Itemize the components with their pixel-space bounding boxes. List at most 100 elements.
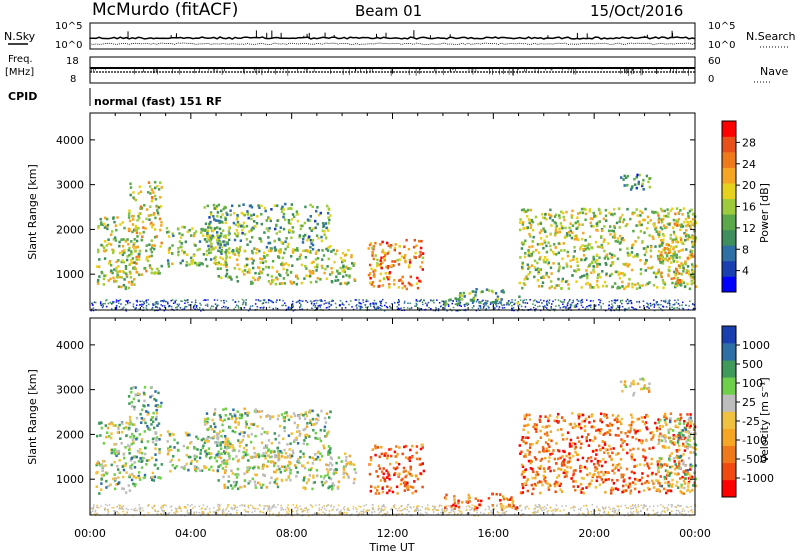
echo-cell: [276, 204, 279, 207]
echo-cell: [664, 251, 667, 255]
scatter-cell: [145, 299, 148, 301]
echo-cell: [526, 226, 530, 229]
scatter-cell: [271, 300, 273, 303]
echo-cell: [201, 446, 204, 450]
echo-cell: [659, 273, 663, 277]
echo-cell: [145, 255, 149, 259]
echo-cell: [324, 236, 328, 240]
echo-cell: [115, 454, 118, 458]
echo-cell: [317, 248, 320, 252]
echo-cell: [398, 258, 401, 261]
echo-cell: [304, 256, 308, 259]
scatter-cell: [482, 299, 484, 302]
scatter-cell: [676, 509, 678, 512]
scatter-cell: [406, 513, 408, 516]
echo-cell: [219, 418, 222, 422]
scatter-cell: [164, 305, 166, 307]
echo-cell: [156, 211, 160, 215]
echo-cell: [217, 441, 220, 444]
scatter-cell: [643, 504, 645, 506]
scatter-cell: [653, 505, 655, 507]
echo-cell: [628, 278, 631, 281]
echo-cell: [636, 214, 639, 217]
scatter-cell: [227, 505, 229, 508]
echo-cell: [549, 266, 553, 270]
echo-cell: [241, 438, 244, 442]
echo-cell: [212, 469, 215, 472]
echo-cell: [108, 422, 111, 426]
echo-cell: [135, 239, 139, 243]
scatter-cell: [466, 508, 468, 511]
scatter-cell: [259, 300, 262, 302]
scatter-cell: [625, 300, 627, 302]
echo-cell: [150, 213, 153, 217]
scatter-cell: [326, 306, 329, 309]
echo-cell: [569, 222, 572, 225]
scatter-cell: [576, 298, 578, 301]
echo-cell: [527, 249, 530, 252]
echo-cell: [269, 455, 272, 459]
scatter-cell: [139, 510, 141, 512]
echo-cell: [572, 258, 575, 261]
echo-cell: [159, 205, 163, 208]
echo-cell: [563, 236, 567, 239]
echo-cell: [309, 421, 312, 424]
echo-cell: [683, 285, 687, 288]
echo-cell: [271, 280, 274, 284]
echo-cell: [687, 270, 690, 273]
echo-cell: [138, 212, 141, 216]
echo-cell: [688, 287, 692, 291]
scatter-cell: [195, 511, 198, 513]
echo-cell: [597, 285, 600, 289]
scatter-cell: [424, 511, 427, 514]
echo-cell: [342, 259, 345, 262]
scatter-cell: [613, 507, 616, 510]
echo-cell: [154, 431, 157, 434]
echo-cell: [159, 228, 162, 232]
scatter-cell: [223, 512, 225, 514]
echo-cell: [668, 248, 671, 252]
echo-cell: [205, 437, 209, 441]
echo-cell: [667, 269, 670, 272]
echo-cell: [139, 190, 143, 194]
echo-cell: [224, 265, 228, 268]
echo-cell: [311, 247, 315, 251]
echo-cell: [139, 457, 142, 460]
echo-cell: [225, 248, 228, 252]
echo-cell: [691, 255, 695, 258]
echo-cell: [605, 253, 609, 257]
echo-cell: [263, 454, 266, 458]
scatter-cell: [90, 309, 92, 312]
echo-cell: [116, 216, 119, 219]
echo-cell: [665, 247, 669, 250]
scatter-cell: [443, 308, 446, 310]
echo-cell: [185, 462, 188, 466]
freq-frame: [89, 56, 696, 84]
echo-cell: [153, 235, 157, 239]
echo-cell: [298, 235, 301, 239]
echo-cell: [153, 397, 156, 401]
echo-cell: [645, 258, 648, 262]
scatter-cell: [559, 510, 561, 512]
scatter-cell: [635, 508, 638, 511]
echo-cell: [229, 484, 233, 487]
echo-cell: [151, 196, 154, 200]
scatter-cell: [319, 306, 321, 308]
echo-cell: [408, 283, 412, 286]
scatter-cell: [292, 305, 294, 308]
echo-cell: [123, 226, 126, 230]
echo-cell: [262, 268, 265, 271]
echo-cell: [307, 479, 310, 482]
echo-cell: [131, 472, 134, 476]
echo-cell: [282, 227, 286, 231]
echo-cell: [596, 276, 599, 280]
scatter-cell: [484, 508, 487, 511]
scatter-cell: [306, 301, 309, 303]
echo-cell: [118, 481, 121, 484]
echo-cell: [690, 282, 693, 286]
velocity-cells: [90, 377, 698, 517]
echo-cell: [310, 467, 313, 470]
scatter-cell: [604, 511, 606, 513]
echo-cell: [289, 478, 292, 482]
echo-cell: [293, 438, 296, 442]
